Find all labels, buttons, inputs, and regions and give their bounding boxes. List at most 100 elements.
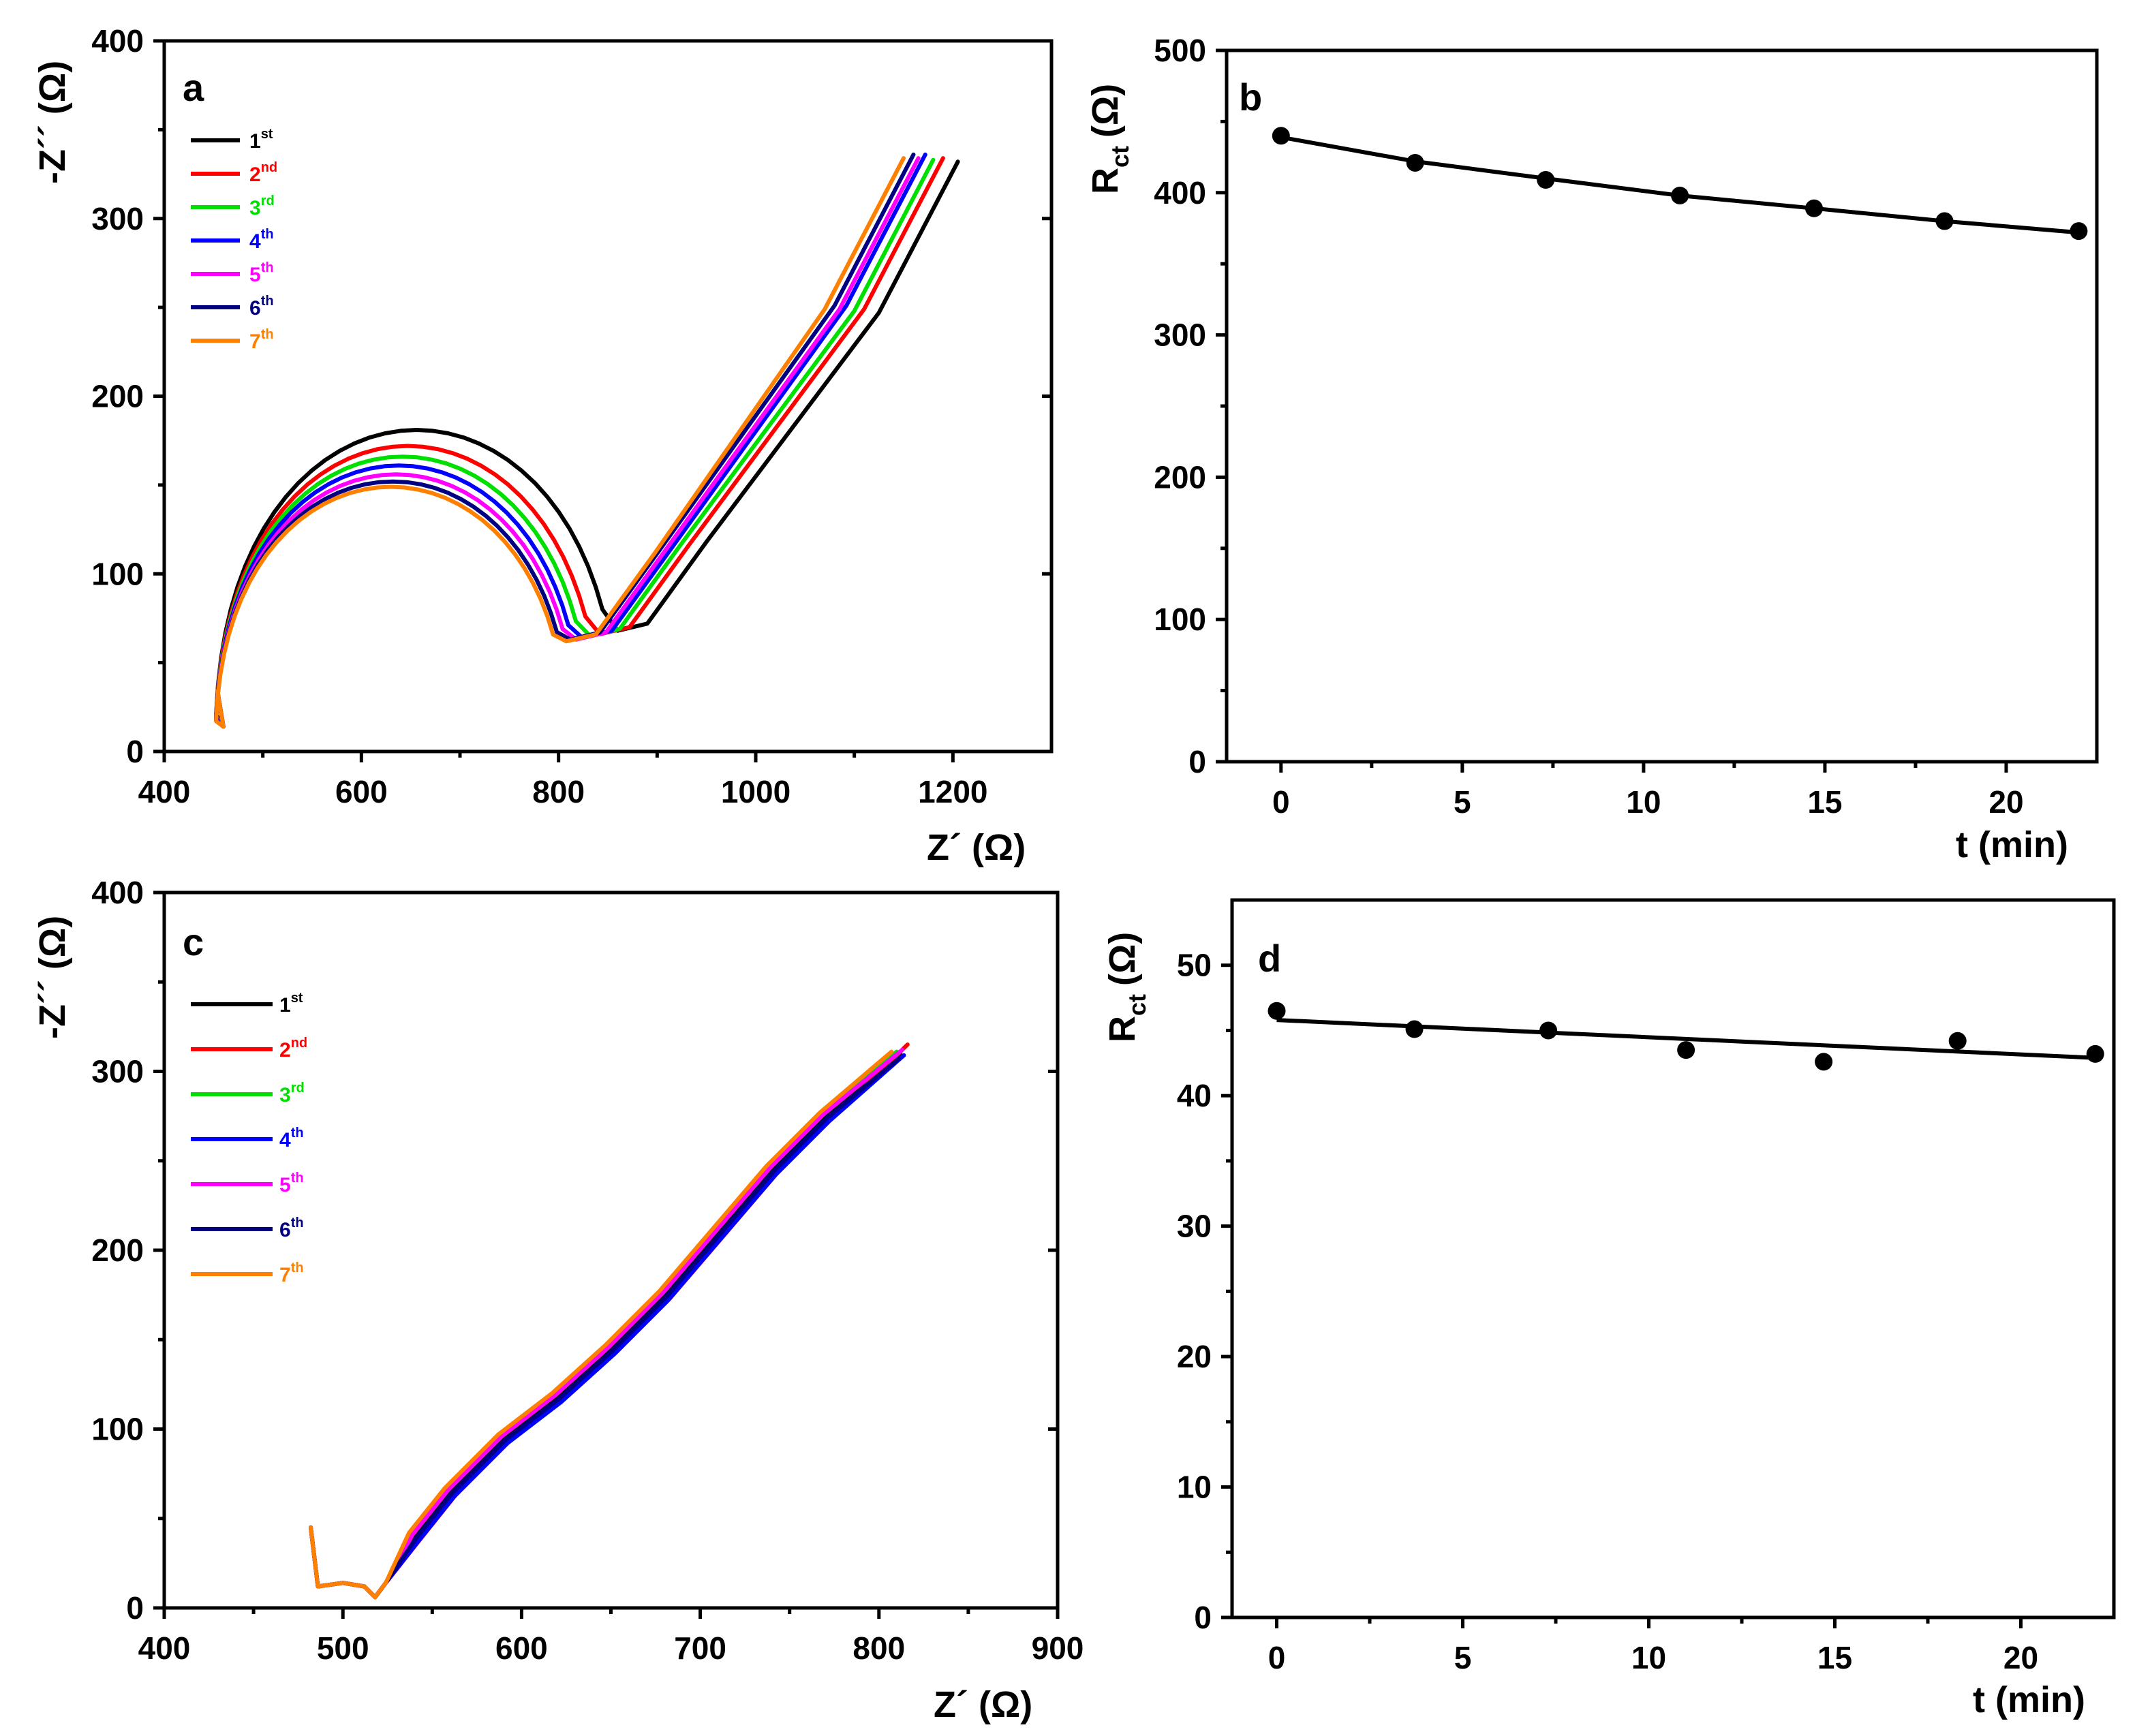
- panel-b-letter: b: [1239, 76, 1262, 119]
- x-tick-label: 10: [1626, 784, 1661, 820]
- y-tick-label: 100: [1154, 602, 1206, 637]
- y-axis-title: -Z´´ (Ω): [32, 61, 73, 184]
- plot-frame: [162, 39, 1054, 754]
- legend-sup: nd: [261, 160, 277, 175]
- legend-sup: th: [261, 327, 274, 342]
- x-axis-title: Z´ (Ω): [927, 827, 1026, 868]
- x-tick-label: 15: [1817, 1640, 1852, 1675]
- y-tick-label: 100: [91, 1412, 144, 1447]
- legend-sup: rd: [291, 1081, 305, 1096]
- x-tick-label: 600: [495, 1630, 548, 1666]
- y-axis-title-main: R: [1085, 168, 1126, 194]
- y-axis-title-main: R: [1102, 1016, 1143, 1042]
- y-tick-label: 100: [91, 556, 144, 591]
- x-tick-label: 5: [1454, 1640, 1472, 1675]
- panel-c: c 400 500 600 700 800 900 0 100 200 300 400 Z´ (Ω) -…: [32, 875, 1084, 1725]
- x-tick-label: 0: [1268, 1640, 1286, 1675]
- data-point: [1405, 1020, 1424, 1038]
- y-tick-label: 0: [126, 734, 144, 769]
- y-tick-label: 40: [1177, 1078, 1212, 1113]
- legend-sup: th: [261, 294, 274, 309]
- legend-label-6th: 6th: [279, 1215, 304, 1241]
- data-point: [1272, 127, 1290, 145]
- x-tick-label: 500: [317, 1630, 369, 1666]
- data-point: [1268, 1002, 1286, 1020]
- fit-line: [1280, 135, 2079, 235]
- y-tick-label: 300: [91, 201, 144, 236]
- x-axis-title: t (min): [1956, 824, 2068, 865]
- x-tick-label: 400: [138, 1630, 191, 1666]
- legend-sup: th: [291, 1171, 304, 1185]
- legend-label-4th: 4th: [249, 227, 274, 253]
- panel-a: a 400 600 800 1000 1200 0 100 200 300 400 Z´ (Ω) -Z…: [32, 23, 1054, 868]
- x-tick-label: 15: [1807, 784, 1842, 820]
- series-line-7th: [309, 1049, 894, 1600]
- y-tick-label: 200: [91, 1233, 144, 1268]
- panel-c-letter: c: [183, 920, 204, 963]
- x-axis-title: Z´ (Ω): [934, 1684, 1032, 1725]
- y-axis-title: -Z´´ (Ω): [32, 916, 73, 1039]
- y-tick-label: 300: [1154, 317, 1206, 353]
- x-tick-label: 1200: [918, 774, 987, 809]
- y-tick-label: 0: [1188, 744, 1206, 779]
- data-point: [1948, 1032, 1967, 1050]
- legend-label-5th: 5th: [249, 260, 274, 286]
- plot-frame: [1230, 898, 2116, 1619]
- legend-sup: st: [291, 991, 303, 1006]
- y-axis-title-sub: ct: [1106, 146, 1134, 168]
- y-axis-title-unit: (Ω): [1085, 84, 1126, 138]
- x-tick-label: 20: [1988, 784, 2023, 820]
- series-line-1st: [214, 159, 960, 729]
- series-line-3rd: [214, 157, 936, 729]
- y-axis-title: Rct (Ω): [1102, 932, 1151, 1042]
- legend-label-5th: 5th: [279, 1171, 304, 1196]
- x-tick-label: 800: [532, 774, 585, 809]
- data-point: [1677, 1041, 1695, 1059]
- y-axis-title-unit: (Ω): [1102, 932, 1143, 986]
- legend-sup: th: [291, 1260, 304, 1275]
- y-tick-label: 200: [91, 379, 144, 414]
- legend-label-7th: 7th: [249, 327, 274, 353]
- y-tick-label: 50: [1177, 948, 1212, 983]
- y-tick-label: 0: [1194, 1600, 1212, 1635]
- data-point: [1671, 186, 1689, 204]
- x-tick-label: 900: [1032, 1630, 1084, 1666]
- x-axis-title: t (min): [1973, 1679, 2085, 1720]
- legend-sup: th: [261, 227, 274, 242]
- x-tick-label: 700: [674, 1630, 726, 1666]
- x-tick-label: 400: [138, 774, 191, 809]
- x-tick-label: 1000: [721, 774, 790, 809]
- legend-sup: rd: [261, 193, 275, 208]
- legend-label-2nd: 2nd: [249, 160, 277, 186]
- legend-label-3rd: 3rd: [279, 1081, 305, 1106]
- legend-label-7th: 7th: [279, 1260, 304, 1286]
- panel-d: d 0 5 10 15 20 0 10 20 30 40 50 t (min) Rct (Ω): [1102, 898, 2116, 1720]
- x-tick-label: 800: [853, 1630, 905, 1666]
- series-line-4th: [309, 1053, 906, 1600]
- x-tick-label: 0: [1272, 784, 1290, 820]
- panel-a-letter: a: [183, 66, 204, 109]
- legend-label-4th: 4th: [279, 1126, 304, 1151]
- series-line-7th: [214, 156, 906, 729]
- x-tick-label: 10: [1631, 1640, 1666, 1675]
- y-tick-label: 400: [1154, 175, 1206, 211]
- y-tick-label: 10: [1177, 1470, 1212, 1505]
- y-tick-label: 0: [126, 1590, 144, 1626]
- legend-sup: th: [291, 1126, 304, 1141]
- data-point: [1539, 1021, 1558, 1040]
- legend-sup: st: [261, 127, 273, 142]
- legend-label-2nd: 2nd: [279, 1036, 307, 1061]
- legend-sup: th: [291, 1215, 304, 1230]
- x-tick-label: 600: [335, 774, 388, 809]
- legend-label-1st: 1st: [279, 991, 303, 1017]
- y-axis-title-sub: ct: [1123, 994, 1151, 1016]
- y-tick-label: 30: [1177, 1209, 1212, 1244]
- data-point: [2070, 222, 2088, 241]
- legend-label-3rd: 3rd: [249, 193, 275, 219]
- plot-frame: [1225, 48, 2099, 764]
- x-tick-label: 5: [1454, 784, 1471, 820]
- y-tick-label: 500: [1154, 33, 1206, 68]
- legend-sup: nd: [291, 1036, 307, 1051]
